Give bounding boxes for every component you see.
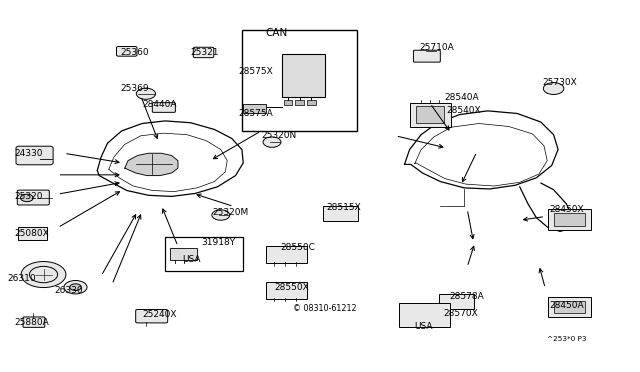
FancyBboxPatch shape — [136, 310, 168, 323]
Text: 28575X: 28575X — [238, 67, 273, 76]
Text: 26310: 26310 — [8, 274, 36, 283]
FancyBboxPatch shape — [266, 282, 307, 299]
Circle shape — [21, 262, 66, 288]
Circle shape — [136, 88, 156, 99]
FancyBboxPatch shape — [18, 227, 47, 240]
Text: USA: USA — [182, 255, 201, 264]
FancyBboxPatch shape — [170, 248, 197, 260]
Text: 28540A: 28540A — [445, 93, 479, 102]
Circle shape — [212, 210, 230, 220]
FancyBboxPatch shape — [439, 294, 474, 309]
FancyBboxPatch shape — [413, 50, 440, 62]
Text: 25710A: 25710A — [419, 43, 454, 52]
FancyBboxPatch shape — [266, 246, 307, 263]
Circle shape — [70, 284, 81, 291]
Text: 25320N: 25320N — [261, 131, 296, 140]
FancyBboxPatch shape — [284, 100, 292, 105]
Text: 25320: 25320 — [14, 192, 43, 201]
FancyBboxPatch shape — [152, 103, 175, 112]
Text: USA: USA — [415, 322, 433, 331]
FancyBboxPatch shape — [399, 303, 450, 327]
FancyBboxPatch shape — [282, 54, 325, 97]
Text: 28570X: 28570X — [443, 309, 477, 318]
Text: 25360: 25360 — [120, 48, 149, 57]
FancyBboxPatch shape — [307, 100, 316, 105]
FancyBboxPatch shape — [17, 190, 49, 205]
FancyBboxPatch shape — [23, 317, 45, 327]
FancyBboxPatch shape — [554, 301, 585, 313]
FancyBboxPatch shape — [295, 100, 304, 105]
Text: 24330: 24330 — [14, 149, 43, 158]
Text: CAN: CAN — [266, 28, 288, 38]
FancyBboxPatch shape — [323, 206, 358, 221]
Text: 28550C: 28550C — [280, 243, 315, 252]
Text: 28575A: 28575A — [238, 109, 273, 118]
Text: 31918Y: 31918Y — [202, 238, 236, 247]
FancyBboxPatch shape — [16, 146, 53, 165]
Text: 25321: 25321 — [191, 48, 220, 57]
Text: 25240X: 25240X — [142, 310, 177, 319]
Text: 28540X: 28540X — [447, 106, 481, 115]
Text: 28550X: 28550X — [274, 283, 308, 292]
FancyBboxPatch shape — [242, 30, 357, 131]
Text: © 08310-61212: © 08310-61212 — [293, 304, 356, 312]
Text: 25080X: 25080X — [14, 229, 49, 238]
Text: 25320M: 25320M — [212, 208, 249, 217]
Text: 25730X: 25730X — [543, 78, 577, 87]
FancyBboxPatch shape — [193, 47, 214, 58]
Text: 28450A: 28450A — [549, 301, 584, 310]
FancyBboxPatch shape — [116, 46, 137, 56]
FancyBboxPatch shape — [554, 213, 585, 226]
FancyBboxPatch shape — [243, 104, 266, 113]
Circle shape — [263, 137, 281, 147]
Text: ^253*0 P3: ^253*0 P3 — [547, 336, 587, 342]
Text: 26330: 26330 — [54, 286, 83, 295]
FancyBboxPatch shape — [416, 106, 444, 123]
Text: 28515X: 28515X — [326, 203, 361, 212]
Text: 25880A: 25880A — [14, 318, 49, 327]
Text: 28450X: 28450X — [549, 205, 584, 214]
Polygon shape — [125, 153, 178, 176]
FancyBboxPatch shape — [548, 209, 591, 230]
Circle shape — [64, 280, 87, 294]
Text: 25369: 25369 — [120, 84, 149, 93]
Text: 28578A: 28578A — [449, 292, 484, 301]
Circle shape — [20, 194, 33, 202]
Circle shape — [543, 83, 564, 94]
FancyBboxPatch shape — [410, 103, 451, 127]
FancyBboxPatch shape — [548, 297, 591, 317]
Text: 28440A: 28440A — [142, 100, 177, 109]
FancyBboxPatch shape — [165, 237, 243, 271]
